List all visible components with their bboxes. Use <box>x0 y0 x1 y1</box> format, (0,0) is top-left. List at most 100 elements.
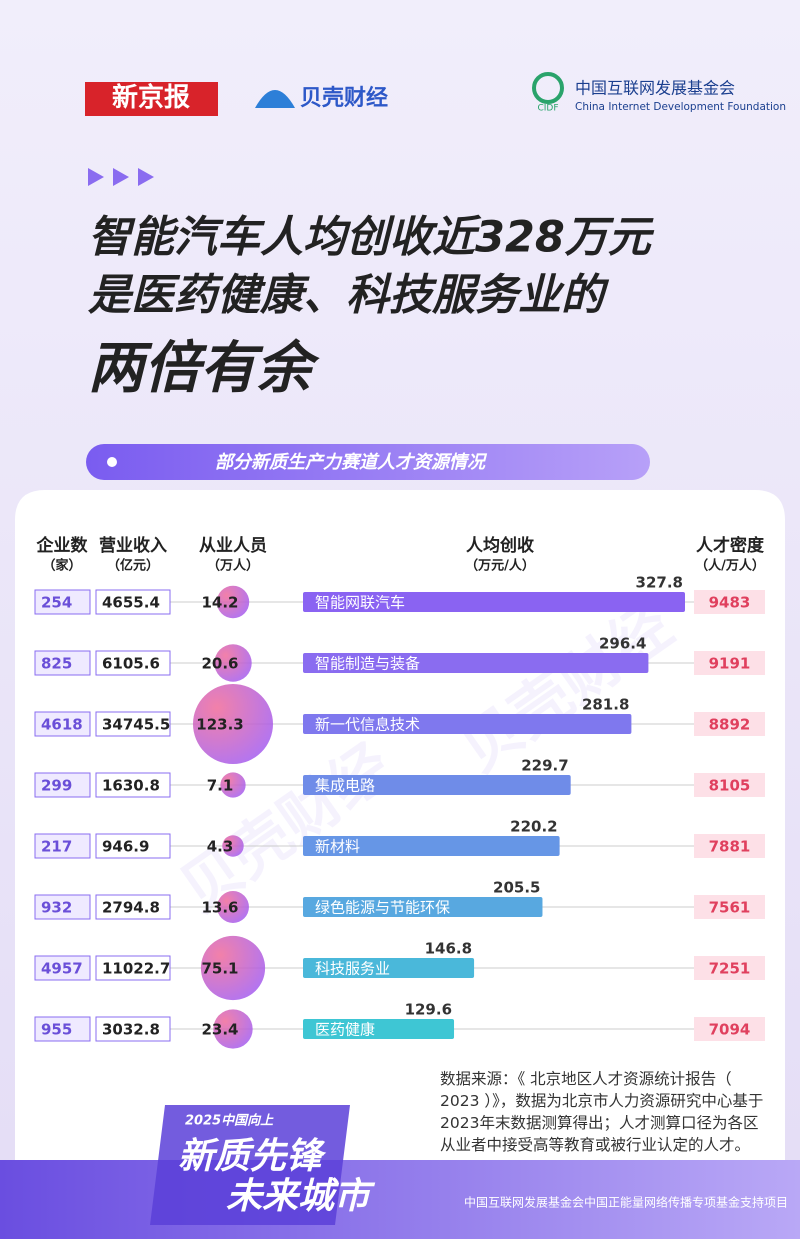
title: 智能汽车人均创收近328万元 <box>88 213 655 263</box>
banner <box>86 444 650 480</box>
cell-value: 11022.7 <box>102 960 170 978</box>
cell-value: 34745.5 <box>102 716 170 734</box>
chart-title: 部分新质生产力赛道人才资源情况 <box>215 452 488 473</box>
bar-value: 281.8 <box>582 696 629 714</box>
bar-value: 229.7 <box>521 757 568 775</box>
cell-value: 3032.8 <box>102 1021 160 1039</box>
bubble <box>214 644 252 682</box>
cell-value: 955 <box>41 1021 72 1039</box>
bar <box>303 592 685 612</box>
bubble <box>213 1009 253 1049</box>
logo: 新京报 <box>112 82 190 112</box>
cell-box <box>694 895 765 919</box>
cell-value: 7561 <box>709 899 751 917</box>
column-unit: （人/万人） <box>695 558 765 574</box>
logo: 中国互联网发展基金会 <box>575 79 735 98</box>
cell-box <box>694 712 765 736</box>
cell-value: 1630.8 <box>102 777 160 795</box>
bubble <box>193 684 273 764</box>
cell-box <box>95 955 171 981</box>
bar <box>303 958 475 978</box>
cell-value: 7094 <box>709 1021 751 1039</box>
category-label: 科技服务业 <box>315 960 390 978</box>
bubble-label: 20.6 <box>201 655 238 673</box>
bar-value: 129.6 <box>405 1001 452 1019</box>
cell-box <box>34 894 91 920</box>
cell-value: 254 <box>41 594 72 612</box>
bar-value: 296.4 <box>599 635 646 653</box>
bubble <box>222 835 244 857</box>
logo: China Internet Development Foundation <box>575 101 786 113</box>
bubble-label: 7.1 <box>207 777 234 795</box>
cell-value: 825 <box>41 655 72 673</box>
cell-value: 4957 <box>41 960 83 978</box>
column-header: 人才密度 <box>696 535 765 556</box>
cell-box <box>34 955 91 981</box>
cell-value: 7251 <box>709 960 751 978</box>
cell-box <box>34 772 91 798</box>
logo: CIDF <box>537 104 558 114</box>
cell-value: 6105.6 <box>102 655 160 673</box>
column-unit: （家） <box>42 558 81 574</box>
title: 是医药健康、科技服务业的 <box>87 271 610 321</box>
cell-box <box>95 833 171 859</box>
column-header: 企业数 <box>36 535 89 556</box>
cell-box <box>95 589 171 615</box>
bubble <box>217 891 249 923</box>
bubble <box>220 772 246 798</box>
cell-box <box>95 650 171 676</box>
cell-box <box>34 589 91 615</box>
category-label: 新一代信息技术 <box>315 716 420 734</box>
cell-value: 9191 <box>709 655 751 673</box>
cell-box <box>95 1016 171 1042</box>
bar-value: 146.8 <box>425 940 472 958</box>
cell-box <box>95 772 171 798</box>
column-header: 从业人员 <box>199 536 267 556</box>
logo: 贝壳财经 <box>300 85 388 111</box>
cell-box <box>694 834 765 858</box>
column-header: 人均创收 <box>466 535 534 556</box>
cell-box <box>34 711 91 737</box>
bar <box>303 653 649 673</box>
footer-tag: 2025中国向上 <box>185 1113 274 1129</box>
cell-value: 299 <box>41 777 72 795</box>
category-label: 集成电路 <box>315 777 375 795</box>
slogan-bg <box>150 1105 350 1225</box>
footer-text: 中国互联网发展基金会中国正能量网络传播专项基金支持项目 <box>464 1195 788 1210</box>
bar <box>303 775 571 795</box>
column-unit: （亿元） <box>107 558 159 574</box>
column-unit: （万人） <box>207 558 259 574</box>
title: 两倍有余 <box>88 336 320 401</box>
bubble <box>216 585 250 619</box>
cell-value: 8892 <box>709 716 751 734</box>
column-header: 营业收入 <box>99 535 167 556</box>
bubble-label: 23.4 <box>201 1021 238 1039</box>
bar <box>303 714 632 734</box>
cell-value: 217 <box>41 838 72 856</box>
bar-value: 220.2 <box>510 818 557 836</box>
logo-icon <box>255 90 295 108</box>
bar-value: 327.8 <box>636 574 683 592</box>
cell-value: 9483 <box>709 594 751 612</box>
cell-box <box>694 773 765 797</box>
cell-box <box>95 711 171 737</box>
bubble-label: 13.6 <box>201 899 238 917</box>
source-note: 数据来源：《 北京地区人才资源统计报告（ 2023 ）》，数据为北京市人力资源研… <box>440 1070 764 1154</box>
bar-value: 205.5 <box>493 879 540 897</box>
slogan: 未来城市 <box>226 1176 376 1217</box>
bar <box>303 1019 455 1039</box>
cell-value: 8105 <box>709 777 751 795</box>
bubble-label: 75.1 <box>201 960 238 978</box>
logo-icon <box>532 72 564 104</box>
footer-band <box>0 1160 800 1239</box>
cell-value: 2794.8 <box>102 899 160 917</box>
category-label: 新材料 <box>315 838 360 856</box>
cell-box <box>95 894 171 920</box>
bar <box>303 836 560 856</box>
cell-value: 946.9 <box>102 838 149 856</box>
bubble-label: 4.3 <box>207 838 234 856</box>
banner-dot <box>107 457 117 467</box>
arrows <box>88 168 154 186</box>
bubble-label: 14.2 <box>201 594 238 612</box>
